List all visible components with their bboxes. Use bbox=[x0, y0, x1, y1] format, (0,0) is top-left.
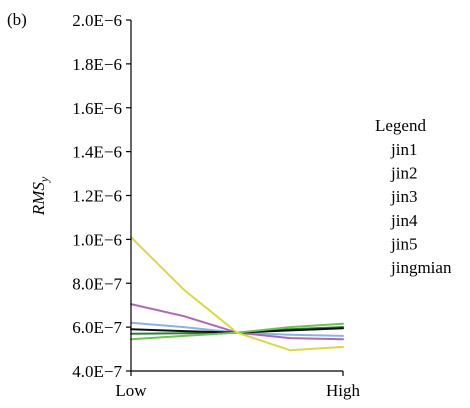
series-lines bbox=[130, 236, 344, 352]
y-tick-label: 1.6E−6 bbox=[72, 99, 122, 118]
legend-title: Legend bbox=[375, 116, 426, 135]
y-tick-label: 2.0E−6 bbox=[72, 11, 122, 30]
legend-item-jingmian: jingmian bbox=[390, 258, 452, 277]
legend: Legend jin1 jin2 jin3 jin4 jin5 jingmian bbox=[375, 116, 452, 277]
legend-items: jin1 jin2 jin3 jin4 jin5 jingmian bbox=[390, 140, 452, 277]
y-axis-label: RMSy bbox=[29, 176, 51, 216]
y-tick-label: 1.4E−6 bbox=[72, 143, 122, 162]
y-tick-label: 6.0E−7 bbox=[72, 318, 122, 337]
panel-label: (b) bbox=[7, 10, 27, 29]
x-tick-label: Low bbox=[115, 381, 147, 400]
x-tick-labels: Low High bbox=[115, 381, 360, 400]
y-tick-labels: 4.0E−7 6.0E−7 8.0E−7 1.0E−6 1.2E−6 1.4E−6 1.6E… bbox=[72, 11, 122, 381]
legend-item-jin2: jin2 bbox=[390, 164, 417, 183]
legend-item-jin3: jin3 bbox=[390, 187, 417, 206]
y-ticks bbox=[126, 19, 131, 372]
y-tick-label: 1.0E−6 bbox=[72, 230, 122, 249]
y-tick-label: 4.0E−7 bbox=[72, 362, 122, 381]
legend-item-jin4: jin4 bbox=[390, 211, 418, 230]
legend-item-jin5: jin5 bbox=[390, 234, 417, 253]
y-tick-label: 1.8E−6 bbox=[72, 55, 122, 74]
legend-item-jin1: jin1 bbox=[390, 140, 417, 159]
y-tick-label: 1.2E−6 bbox=[72, 187, 122, 206]
series-line-jingmian bbox=[130, 236, 344, 352]
y-axis-label-base: RMS bbox=[29, 182, 48, 217]
y-tick-label: 8.0E−7 bbox=[72, 274, 122, 293]
x-ticks bbox=[130, 371, 344, 376]
y-axis-label-sub: y bbox=[37, 176, 51, 183]
x-tick-label: High bbox=[326, 381, 361, 400]
